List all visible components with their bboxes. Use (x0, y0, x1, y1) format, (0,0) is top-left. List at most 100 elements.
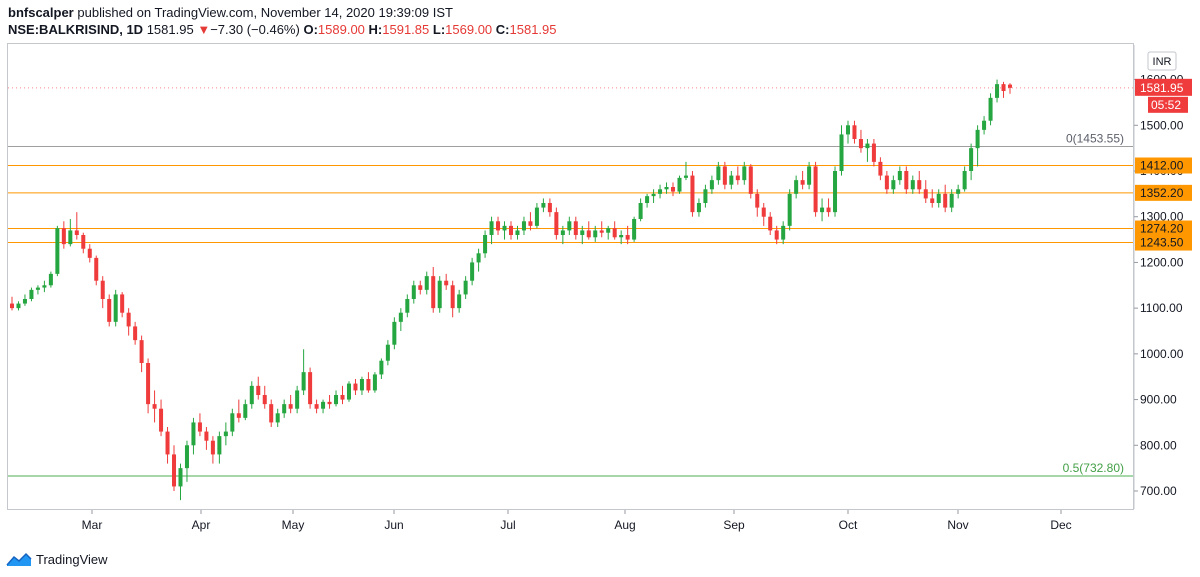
candle-body (68, 230, 73, 245)
x-tick-label: Mar (82, 518, 103, 532)
candle (690, 171, 695, 217)
candle-body (839, 134, 844, 171)
candle-body (755, 193, 760, 208)
candle-body (236, 413, 241, 418)
price-axis[interactable]: 700.00 800.00 900.00 1000.00 1100.00 1200.00 1… (1133, 45, 1184, 509)
candle (392, 317, 397, 350)
candle (671, 182, 676, 197)
candle-body (632, 219, 637, 240)
candle (48, 271, 53, 288)
candle (152, 390, 157, 423)
candle-body (9, 303, 15, 309)
candle-body (152, 404, 157, 409)
candle-body (496, 221, 501, 231)
candle-body (833, 171, 838, 213)
candle (301, 349, 306, 395)
y-tick-label: 1300.00 (1140, 210, 1184, 224)
level-tag-label: 1274.20 (1140, 222, 1184, 236)
candle-body (865, 143, 870, 149)
candle-body (327, 401, 332, 405)
candle (884, 171, 889, 194)
y-tick-label: 1100.00 (1140, 301, 1183, 315)
candle-body (930, 198, 935, 203)
candle-body (774, 230, 779, 240)
countdown-label: 05:52 (1151, 98, 1181, 112)
fib-label: 0(1453.55) (1066, 132, 1124, 146)
candle (807, 161, 812, 190)
candle-body (845, 125, 850, 135)
candle (431, 267, 436, 313)
candle-body (787, 193, 792, 226)
candle-body (748, 166, 753, 194)
candle (982, 116, 987, 135)
candle-body (586, 230, 591, 238)
candle-body (1001, 84, 1006, 91)
down-arrow-icon: ▼ (197, 22, 211, 37)
candle-body (878, 161, 883, 176)
candle-body (917, 180, 922, 190)
candle (282, 399, 287, 418)
candle (599, 221, 604, 238)
candle (593, 225, 598, 242)
currency-button[interactable]: INR (1147, 51, 1177, 71)
candle (897, 166, 902, 185)
candle-body (146, 363, 151, 405)
brand-name[interactable]: TradingView (36, 551, 108, 567)
candle-body (709, 180, 714, 190)
time-axis[interactable]: Mar Apr May Jun Jul Aug Sep Oct Nov Dec (82, 510, 1072, 532)
candle (664, 182, 669, 194)
candle (975, 125, 980, 167)
candle (457, 289, 462, 313)
candle-body (431, 276, 436, 309)
candle (923, 180, 928, 203)
candle (366, 372, 371, 393)
candle-body (619, 235, 624, 238)
candle (638, 198, 643, 222)
candle-body (424, 276, 429, 290)
candle (774, 225, 779, 245)
candle-body (820, 207, 825, 213)
candle (146, 358, 151, 414)
candle-body (761, 207, 766, 217)
candle (586, 221, 591, 240)
candle (444, 273, 449, 290)
candle (943, 184, 948, 213)
candle (230, 408, 235, 437)
candle (936, 189, 941, 208)
candle-body (638, 203, 643, 219)
candle-body (677, 177, 682, 192)
candle-body (528, 221, 533, 226)
candle (729, 171, 734, 190)
candle-body (696, 203, 701, 213)
candle-body (671, 187, 676, 192)
candle (463, 276, 468, 299)
candle-body (16, 303, 21, 309)
candle-body (35, 287, 40, 290)
x-tick-label: Jun (384, 518, 403, 532)
fib-label: 0.5(732.80) (1063, 461, 1124, 475)
candle-body (269, 404, 274, 423)
candle (236, 399, 241, 423)
candle-body (658, 189, 663, 194)
symbol-name[interactable]: NSE:BALKRISIND, 1D (8, 22, 144, 37)
candle (385, 340, 390, 366)
candle-body (508, 225, 514, 235)
candle (398, 308, 403, 331)
publisher-name[interactable]: bnfscalper (8, 5, 74, 20)
candle-body (301, 372, 306, 391)
x-tick-label: Oct (839, 518, 858, 532)
candle (858, 129, 863, 153)
candle-body (61, 228, 66, 245)
candle-body (645, 196, 650, 203)
candle-body (48, 273, 53, 286)
currency-box[interactable] (1147, 51, 1177, 71)
countdown-tag (1148, 96, 1188, 113)
candle (632, 216, 637, 242)
candle (172, 445, 177, 491)
candle-body (204, 431, 209, 441)
candle (528, 212, 533, 231)
candle (29, 287, 34, 302)
x-tick-label: Sep (723, 518, 745, 532)
candle (22, 294, 27, 306)
